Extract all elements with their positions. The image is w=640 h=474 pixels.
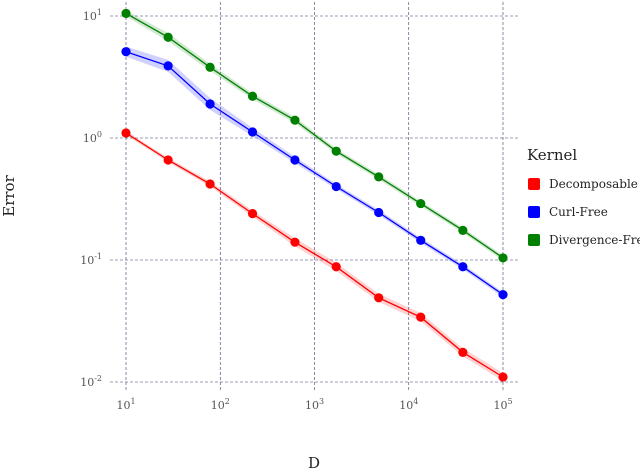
legend-label-divergence-free: Divergence-Free — [549, 233, 640, 247]
point-curl-free-5 — [331, 181, 341, 192]
point-curl-free-0 — [121, 47, 131, 57]
legend-label-decomposable: Decomposable — [549, 177, 638, 191]
point-divergence-free-8 — [458, 225, 468, 235]
series-lines — [125, 12, 504, 378]
point-decomposable-3 — [247, 209, 258, 219]
x-tick-label-3: 104 — [399, 397, 418, 412]
point-curl-free-4 — [290, 155, 300, 165]
line-divergence-free — [125, 12, 504, 259]
point-decomposable-9 — [498, 372, 508, 382]
point-curl-free-7 — [416, 235, 426, 245]
y-tick-label-0: 10-2 — [80, 374, 102, 389]
point-divergence-free-1 — [163, 32, 173, 42]
y-tick-label-2: 100 — [83, 130, 102, 145]
point-divergence-free-5 — [331, 146, 341, 156]
point-divergence-free-3 — [247, 91, 258, 101]
line-decomposable — [125, 132, 504, 378]
point-decomposable-7 — [416, 312, 426, 322]
legend-key-curl-free — [528, 206, 540, 218]
point-curl-free-1 — [163, 61, 173, 71]
point-decomposable-8 — [458, 347, 468, 357]
point-divergence-free-6 — [374, 172, 384, 182]
legend-label-curl-free: Curl-Free — [549, 205, 608, 219]
line-curl-free — [125, 51, 504, 296]
series-points — [121, 8, 508, 382]
x-tick-label-2: 103 — [305, 397, 324, 412]
y-tick-labels: 10-2 10-1 100 101 — [80, 8, 102, 389]
y-tick-label-3: 101 — [83, 8, 102, 23]
point-divergence-free-2 — [205, 62, 215, 72]
x-tick-label-4: 105 — [493, 397, 512, 412]
point-divergence-free-7 — [416, 198, 426, 209]
point-curl-free-9 — [498, 290, 508, 300]
legend-title: Kernel — [527, 146, 577, 164]
y-tick-label-1: 10-1 — [80, 252, 102, 267]
point-divergence-free-9 — [498, 253, 508, 263]
point-decomposable-0 — [121, 128, 131, 138]
legend: Kernel Decomposable Curl-Free Divergence-F… — [527, 146, 640, 247]
point-decomposable-5 — [331, 262, 341, 272]
point-divergence-free-4 — [290, 115, 300, 125]
point-decomposable-4 — [290, 237, 300, 247]
point-curl-free-3 — [247, 127, 258, 137]
legend-key-divergence-free — [528, 234, 540, 246]
plot-panel — [110, 2, 520, 392]
point-decomposable-2 — [205, 179, 215, 189]
y-axis-title: Error — [0, 174, 18, 216]
point-curl-free-2 — [205, 99, 215, 109]
x-tick-label-0: 101 — [116, 397, 135, 412]
x-tick-label-1: 102 — [211, 397, 230, 412]
point-decomposable-6 — [374, 293, 384, 303]
x-tick-labels: 101 102 103 104 105 — [116, 397, 512, 412]
x-axis-title: D — [308, 454, 320, 472]
point-divergence-free-0 — [121, 8, 131, 19]
point-curl-free-8 — [458, 262, 468, 272]
legend-key-decomposable — [528, 178, 540, 190]
band-decomposable — [126, 130, 503, 381]
point-decomposable-1 — [163, 155, 173, 165]
point-curl-free-6 — [374, 207, 384, 218]
